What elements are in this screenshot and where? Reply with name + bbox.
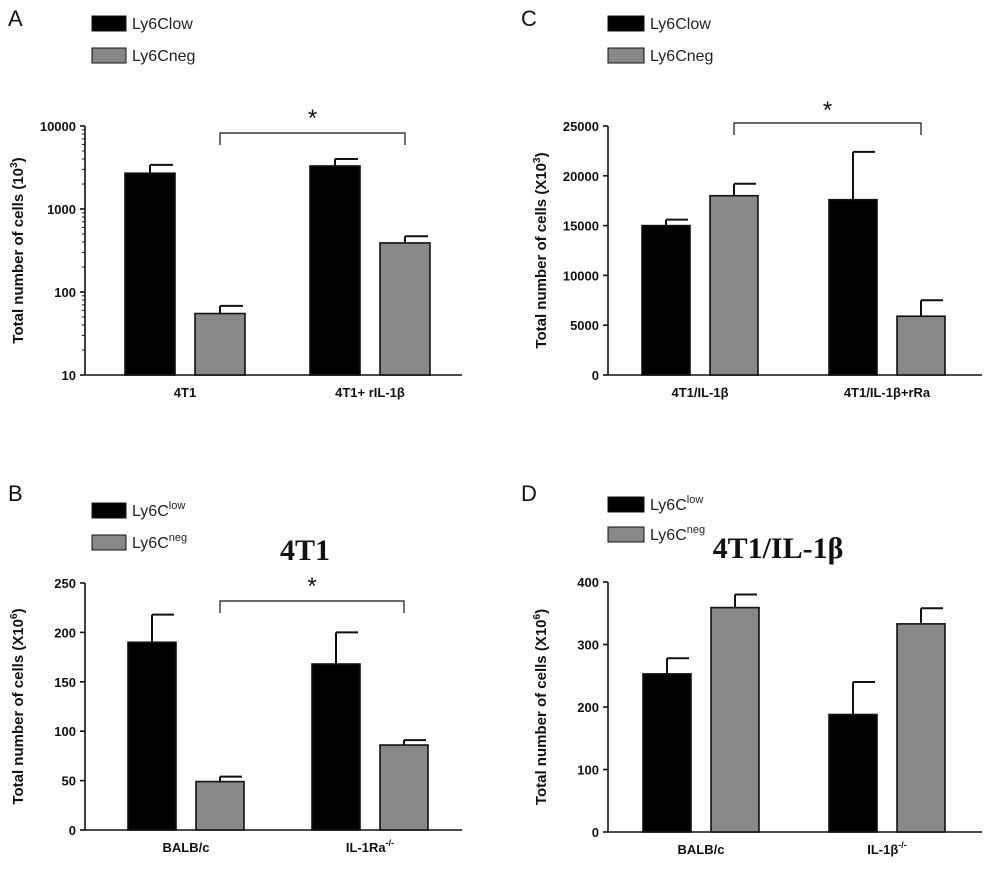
y-tick-label: 0 xyxy=(592,368,599,383)
bar-neg-2 xyxy=(896,623,946,833)
x-category-label: 4T1/IL-1β+rRa xyxy=(844,385,931,400)
chart-title: 4T1/IL-1β xyxy=(713,532,844,565)
legend-swatch-2 xyxy=(607,526,645,543)
legend-swatch-2 xyxy=(607,47,645,64)
y-tick-label: 400 xyxy=(577,575,599,590)
bar-neg-1 xyxy=(709,194,759,376)
bar-low-1 xyxy=(641,224,691,376)
bar-low-2 xyxy=(828,198,878,376)
bar-neg-2 xyxy=(379,242,431,376)
bar-neg-1 xyxy=(195,780,245,831)
significance-bracket xyxy=(219,132,406,145)
legend-swatch-2 xyxy=(91,534,127,551)
bar-low-2 xyxy=(828,713,878,833)
y-tick-label: 300 xyxy=(577,638,599,653)
panel-letter: A xyxy=(8,6,23,31)
significance-star: * xyxy=(307,573,316,600)
y-axis-label: Total number of cells (103) xyxy=(9,157,27,343)
chart-panel-d: D Ly6Clow Ly6Cneg 4T1/IL-1β 0 100 200 300 400 Tot… xyxy=(521,481,982,857)
y-tick-label: 0 xyxy=(69,823,76,838)
bar-low-1 xyxy=(642,673,692,833)
panel-letter: B xyxy=(8,481,23,506)
significance-star: * xyxy=(823,97,832,124)
bar-neg-1 xyxy=(194,312,246,376)
legend-label-1: Ly6Clow xyxy=(650,494,703,514)
y-axis-label: Total number of cells (X106) xyxy=(9,608,27,804)
y-tick-label: 150 xyxy=(54,675,76,690)
legend-swatch-1 xyxy=(91,15,127,32)
legend-swatch-1 xyxy=(607,496,645,513)
legend-label-2: Ly6Cneg xyxy=(132,48,195,65)
x-category-label: BALB/c xyxy=(163,840,210,855)
legend-label-2: Ly6Cneg xyxy=(650,524,705,544)
bar-low-1 xyxy=(127,641,177,831)
y-axis-label: Total number of cells (X106) xyxy=(532,609,550,805)
x-category-label: 4T1/IL-1β xyxy=(671,385,728,400)
y-tick-label: 0 xyxy=(592,825,599,840)
legend-label-1: Ly6Clow xyxy=(132,500,185,520)
x-category-label: IL-1β-/- xyxy=(867,840,907,857)
chart-panel-b: B Ly6Clow Ly6Cneg 4T1 0 50 100 150 200 250 Total n… xyxy=(8,481,462,855)
legend-label-1: Ly6Clow xyxy=(650,16,711,33)
y-tick-label: 1000 xyxy=(47,202,76,217)
legend-label-1: Ly6Clow xyxy=(132,16,193,33)
bar-low-1 xyxy=(124,172,176,376)
bar-neg-2 xyxy=(379,744,429,831)
y-tick-label: 100 xyxy=(54,285,76,300)
chart-panel-c: C Ly6Clow Ly6Cneg 0 5000 10000 15000 20000 25000… xyxy=(521,6,982,400)
y-tick-label: 250 xyxy=(54,576,76,591)
significance-bracket xyxy=(733,122,922,135)
x-category-label: 4T1 xyxy=(174,385,196,400)
legend-swatch-1 xyxy=(91,502,127,519)
y-tick-label: 5000 xyxy=(570,318,599,333)
significance-bracket xyxy=(219,600,405,613)
legend-label-2: Ly6Cneg xyxy=(132,532,187,552)
panel-letter: C xyxy=(521,6,537,31)
legend-swatch-2 xyxy=(91,47,127,64)
y-tick-label: 50 xyxy=(62,774,76,789)
y-axis-label: Total number of cells (X103) xyxy=(532,152,550,348)
legend-label-2: Ly6Cneg xyxy=(650,48,713,65)
x-category-label: BALB/c xyxy=(678,842,725,857)
y-tick-label: 200 xyxy=(577,700,599,715)
legend-swatch-1 xyxy=(607,15,645,32)
bar-low-2 xyxy=(311,663,361,831)
bar-neg-1 xyxy=(710,606,760,833)
y-tick-label: 10000 xyxy=(563,268,599,283)
panel-letter: D xyxy=(521,481,537,506)
y-tick-label: 200 xyxy=(54,625,76,640)
y-tick-label: 100 xyxy=(54,724,76,739)
bar-low-2 xyxy=(309,165,361,376)
x-category-label: IL-1Ra-/- xyxy=(346,838,394,855)
y-tick-label: 25000 xyxy=(563,119,599,134)
significance-star: * xyxy=(308,105,317,132)
y-tick-label: 100 xyxy=(577,763,599,778)
y-tick-label: 20000 xyxy=(563,169,599,184)
y-tick-label: 15000 xyxy=(563,219,599,234)
chart-title: 4T1 xyxy=(280,534,330,567)
chart-panel-a: A Ly6Clow Ly6Cneg 10 100 1000 10000 Total numbe… xyxy=(8,6,462,400)
x-category-label: 4T1+ rIL-1β xyxy=(335,385,405,400)
y-tick-label: 10 xyxy=(62,368,76,383)
y-tick-label: 10000 xyxy=(40,119,76,134)
bar-neg-2 xyxy=(896,315,946,376)
